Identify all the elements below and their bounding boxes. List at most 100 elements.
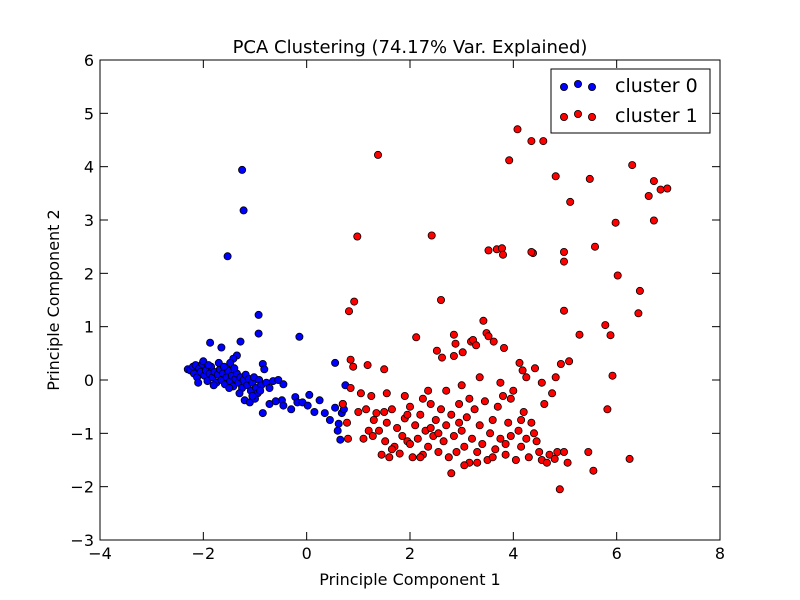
data-point-cluster-1 xyxy=(501,439,510,448)
data-point-cluster-1 xyxy=(434,447,443,456)
data-point-cluster-1 xyxy=(553,447,562,456)
y-tick-label: −3 xyxy=(70,531,94,550)
data-point-cluster-0 xyxy=(238,165,247,174)
data-point-cluster-1 xyxy=(480,397,489,406)
data-point-cluster-1 xyxy=(550,454,559,463)
data-point-cluster-1 xyxy=(496,434,505,443)
data-point-cluster-0 xyxy=(325,415,334,424)
data-point-cluster-1 xyxy=(455,399,464,408)
y-axis-label: Principle Component 2 xyxy=(44,209,63,390)
data-point-cluster-1 xyxy=(416,453,425,462)
data-point-cluster-1 xyxy=(364,426,373,435)
data-point-cluster-1 xyxy=(372,409,381,418)
data-point-cluster-0 xyxy=(194,378,203,387)
data-point-cluster-1 xyxy=(522,434,531,443)
data-point-cluster-1 xyxy=(532,437,541,446)
data-point-cluster-1 xyxy=(537,378,546,387)
data-point-cluster-1 xyxy=(460,461,469,470)
data-point-cluster-1 xyxy=(403,410,412,419)
data-point-cluster-1 xyxy=(353,232,362,241)
data-point-cluster-1 xyxy=(377,450,386,459)
data-point-cluster-1 xyxy=(634,309,643,318)
series-cluster-0 xyxy=(183,165,350,444)
data-point-cluster-1 xyxy=(457,381,466,390)
data-point-cluster-1 xyxy=(381,437,390,446)
data-point-cluster-1 xyxy=(530,429,539,438)
legend-markers-cluster-1 xyxy=(560,110,597,122)
data-point-cluster-1 xyxy=(395,449,404,458)
data-point-cluster-1 xyxy=(462,413,471,422)
data-point-cluster-0 xyxy=(225,383,234,392)
data-point-cluster-1 xyxy=(497,244,506,253)
data-point-cluster-0 xyxy=(217,343,226,352)
data-point-cluster-1 xyxy=(499,343,508,352)
data-point-cluster-1 xyxy=(539,137,548,146)
data-point-cluster-1 xyxy=(473,458,482,467)
data-point-cluster-1 xyxy=(560,257,569,266)
data-point-cluster-0 xyxy=(219,362,228,371)
data-point-cluster-1 xyxy=(478,439,487,448)
data-point-cluster-0 xyxy=(295,332,304,341)
data-point-cluster-1 xyxy=(475,373,484,382)
data-point-cluster-1 xyxy=(427,231,436,240)
data-point-cluster-1 xyxy=(551,172,560,181)
x-tick-label: 6 xyxy=(612,544,622,563)
data-point-cluster-1 xyxy=(387,405,396,414)
data-point-cluster-1 xyxy=(354,407,363,416)
data-point-cluster-1 xyxy=(338,399,347,408)
data-point-cluster-1 xyxy=(437,353,446,362)
y-tick-label: 4 xyxy=(84,158,94,177)
data-point-cluster-1 xyxy=(548,389,557,398)
data-point-cluster-1 xyxy=(506,394,515,403)
data-point-cluster-1 xyxy=(458,348,467,357)
data-point-cluster-0 xyxy=(333,426,342,435)
data-point-cluster-0 xyxy=(334,419,343,428)
data-point-cluster-1 xyxy=(382,389,391,398)
data-point-cluster-1 xyxy=(484,332,493,341)
data-point-cluster-0 xyxy=(279,401,288,410)
data-point-cluster-1 xyxy=(488,415,497,424)
data-point-cluster-1 xyxy=(518,366,527,375)
data-point-cluster-1 xyxy=(470,405,479,414)
data-point-cluster-1 xyxy=(434,429,443,438)
data-point-cluster-1 xyxy=(644,191,653,200)
y-tick-label: 0 xyxy=(84,371,94,390)
data-point-cluster-1 xyxy=(343,434,352,443)
data-point-cluster-1 xyxy=(489,337,498,346)
data-point-cluster-0 xyxy=(239,206,248,215)
data-point-cluster-1 xyxy=(484,246,493,255)
data-point-cluster-0 xyxy=(260,365,269,374)
data-point-cluster-1 xyxy=(380,407,389,416)
data-point-cluster-0 xyxy=(223,252,232,261)
legend: cluster 0 cluster 1 xyxy=(550,68,711,134)
data-point-cluster-1 xyxy=(545,450,554,459)
data-point-cluster-1 xyxy=(411,421,420,430)
data-point-cluster-1 xyxy=(432,346,441,355)
data-point-cluster-0 xyxy=(303,401,312,410)
points-layer xyxy=(183,125,672,494)
data-point-cluster-1 xyxy=(356,389,365,398)
data-point-cluster-1 xyxy=(346,355,355,364)
data-point-cluster-1 xyxy=(522,373,531,382)
data-point-cluster-0 xyxy=(315,396,324,405)
legend-frame xyxy=(550,68,711,134)
data-point-cluster-1 xyxy=(472,341,481,350)
legend-marker xyxy=(588,113,597,122)
data-point-cluster-0 xyxy=(271,397,280,406)
y-tick-label: 6 xyxy=(84,51,94,70)
data-point-cluster-0 xyxy=(265,383,274,392)
data-point-cluster-1 xyxy=(431,415,440,424)
data-point-cluster-1 xyxy=(405,402,414,411)
y-tick-label: 1 xyxy=(84,318,94,337)
y-tick-label: 5 xyxy=(84,104,94,123)
data-point-cluster-0 xyxy=(236,337,245,346)
data-point-cluster-1 xyxy=(603,405,612,414)
data-point-cluster-1 xyxy=(560,447,569,456)
data-point-cluster-0 xyxy=(254,329,263,338)
data-point-cluster-1 xyxy=(514,426,523,435)
data-point-cluster-1 xyxy=(460,442,469,451)
data-point-cluster-1 xyxy=(527,247,536,256)
data-point-cluster-1 xyxy=(524,453,533,462)
data-point-cluster-1 xyxy=(506,431,515,440)
